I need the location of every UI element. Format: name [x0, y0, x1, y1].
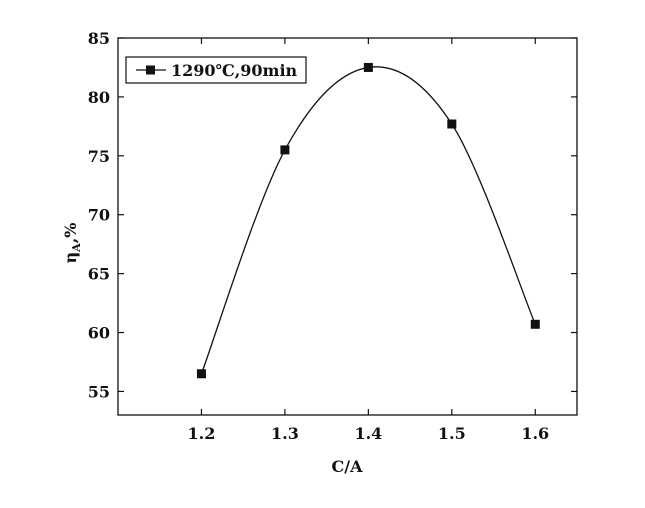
x-tick-label: 1.6	[521, 424, 549, 443]
series-line	[200, 66, 536, 374]
legend-label: 1290℃,90min	[171, 61, 298, 80]
y-tick-label: 80	[88, 88, 110, 107]
x-tick-label: 1.5	[438, 424, 466, 443]
y-tick-label: 55	[88, 382, 110, 401]
data-point-marker	[196, 369, 206, 379]
x-tick-label: 1.2	[188, 424, 216, 443]
x-axis-ticks: 1.2 1.3 1.4 1.5 1.6	[188, 38, 549, 443]
y-tick-label: 70	[88, 206, 110, 225]
y-tick-label: 75	[88, 147, 110, 166]
y-tick-label: 65	[88, 265, 110, 284]
data-point-marker	[530, 319, 540, 329]
data-point-marker	[363, 62, 373, 72]
y-axis-ticks: 55 60 65 70 75 80 85	[88, 29, 577, 401]
plot-area-frame	[117, 37, 578, 416]
y-tick-label: 85	[88, 29, 110, 48]
series-markers	[196, 62, 540, 379]
data-point-marker	[447, 119, 457, 129]
y-axis-unit: %	[61, 223, 80, 238]
x-axis-title: C/A	[332, 457, 364, 476]
y-axis-subscript: A	[70, 243, 83, 253]
y-axis-separator: ,	[61, 238, 80, 244]
legend: 1290℃,90min	[125, 56, 307, 84]
y-tick-label: 60	[88, 324, 110, 343]
y-axis-title: ηA,%	[61, 223, 83, 264]
x-tick-label: 1.4	[354, 424, 382, 443]
y-axis-symbol: η	[61, 252, 80, 264]
x-tick-label: 1.3	[271, 424, 299, 443]
legend-marker	[146, 65, 155, 75]
data-point-marker	[280, 145, 290, 155]
